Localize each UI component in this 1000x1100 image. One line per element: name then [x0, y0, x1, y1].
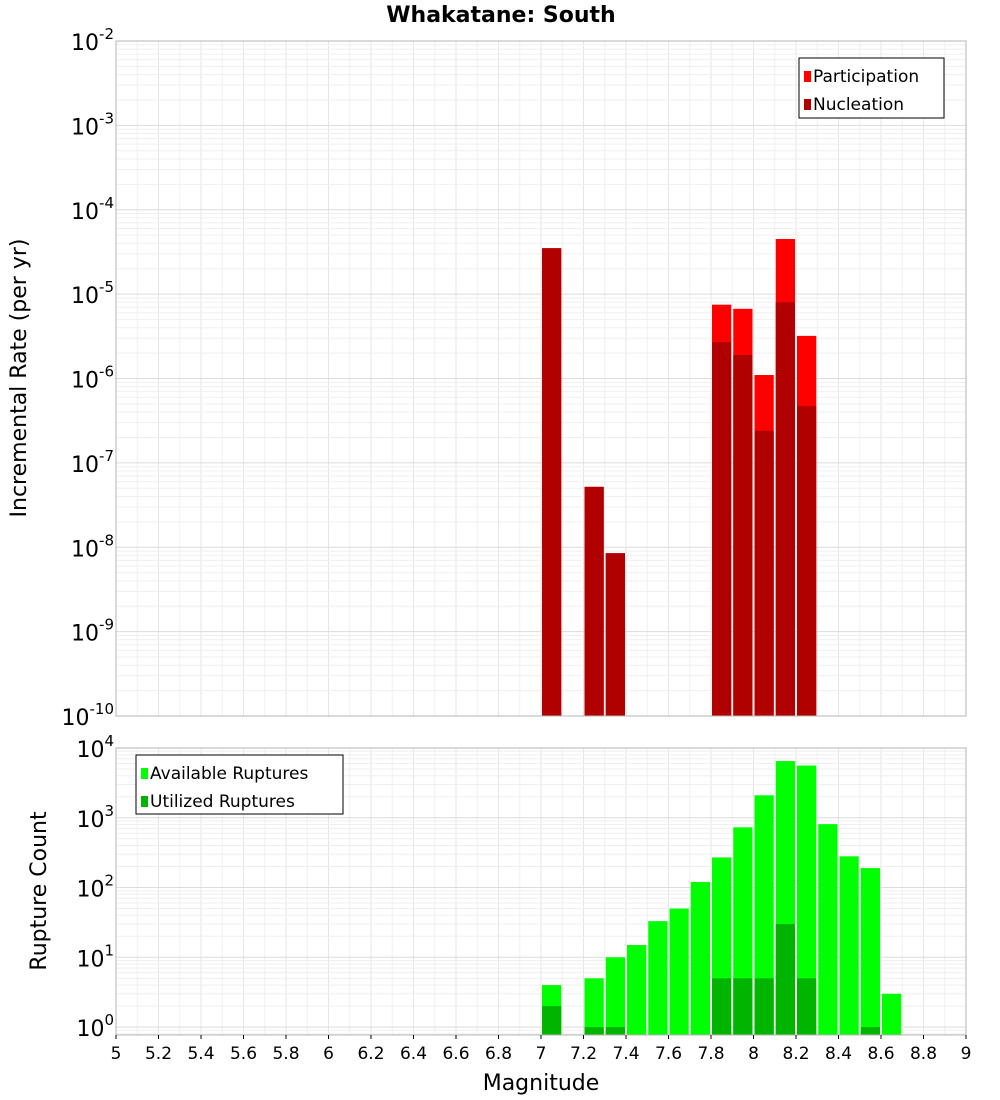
count-y-tick-label: 100 — [76, 1011, 114, 1042]
count-bar-b — [712, 978, 732, 1035]
rate-y-tick-label: 10-5 — [71, 278, 114, 309]
rate-gridlines — [116, 40, 966, 717]
rate-plot-frame — [115, 40, 967, 717]
x-axis-label: Magnitude — [483, 1071, 600, 1096]
count-bar-a — [754, 795, 774, 1035]
count-legend-label: Available Ruptures — [150, 764, 308, 784]
chart-title: Whakatane: South — [386, 3, 615, 28]
count-legend-box — [135, 754, 344, 815]
x-tick-label: 7 — [536, 1044, 547, 1064]
rate-legend: Participation Nucleation — [798, 57, 945, 119]
rate-bar-b — [754, 430, 774, 716]
count-y-tick-label: 103 — [76, 802, 114, 833]
count-legend-swatch — [141, 796, 148, 807]
rate-y-tick-label: 10-8 — [71, 531, 114, 562]
count-y-tick-label: 104 — [76, 732, 114, 763]
count-bar-a — [584, 978, 604, 1035]
x-tick-label: 6.2 — [357, 1044, 384, 1064]
count-legend: Available Ruptures Utilized Ruptures — [135, 754, 344, 815]
count-bar-b — [542, 1006, 562, 1035]
rate-legend-swatch — [804, 99, 811, 110]
count-legend-label: Utilized Ruptures — [150, 792, 295, 812]
rate-y-ticks: 10-2 10-3 10-4 10-5 10-6 10-7 10-8 10-9 10-10 — [62, 25, 115, 731]
count-bar-b — [733, 978, 753, 1035]
x-tick-label: 5 — [111, 1044, 122, 1064]
x-tick-label: 8.2 — [782, 1044, 809, 1064]
count-bar-a — [648, 921, 668, 1035]
count-bar-a — [669, 908, 689, 1035]
x-tick-label: 5.8 — [272, 1044, 299, 1064]
count-bar-b — [860, 1027, 880, 1035]
rate-bar-b — [712, 342, 732, 716]
rate-y-tick-label: 10-4 — [71, 194, 114, 225]
x-tick-label: 6.4 — [400, 1044, 427, 1064]
x-tick-label: 8.4 — [825, 1044, 852, 1064]
rate-y-tick-label: 10-2 — [71, 25, 114, 56]
x-tick-label: 5.2 — [145, 1044, 172, 1064]
count-bar-a — [627, 945, 647, 1035]
count-bars — [542, 761, 902, 1035]
count-bar-a — [605, 957, 625, 1035]
count-y-tick-label: 101 — [76, 941, 114, 972]
rate-bar-b — [775, 302, 795, 716]
rate-bar-b — [733, 354, 753, 716]
count-bar-b — [584, 1027, 604, 1035]
rate-bar-b — [542, 248, 562, 717]
x-ticks: 5 5.2 5.4 5.6 5.8 6 6.2 6.4 6.6 6.8 7 7.2 7.4 7.6 7.8 8… — [111, 1035, 972, 1064]
x-tick-label: 6.6 — [442, 1044, 469, 1064]
rate-bar-b — [584, 486, 604, 716]
count-bar-a — [818, 824, 838, 1035]
count-y-tick-label: 102 — [76, 872, 114, 903]
x-tick-label: 5.6 — [230, 1044, 257, 1064]
rate-bar-b — [605, 553, 625, 716]
count-y-axis-label: Rupture Count — [27, 811, 52, 971]
rate-y-tick-label: 10-3 — [71, 109, 114, 140]
count-bar-a — [882, 993, 902, 1035]
rate-legend-swatch — [804, 71, 811, 82]
x-tick-label: 7.8 — [697, 1044, 724, 1064]
x-tick-label: 6.8 — [485, 1044, 512, 1064]
count-panel: 104 103 102 101 100 5 5.2 5.4 5.6 5.8 6 6.2 6.4 6.6 6… — [27, 732, 971, 1096]
count-bar-a — [690, 882, 710, 1035]
count-legend-swatch — [141, 768, 148, 779]
rate-legend-label: Participation — [813, 67, 919, 87]
rate-y-tick-label: 10-9 — [71, 616, 114, 647]
rate-y-tick-label: 10-6 — [71, 363, 114, 394]
x-tick-label: 6 — [323, 1044, 334, 1064]
rate-bars — [542, 239, 817, 717]
count-bar-b — [754, 978, 774, 1035]
rate-legend-label: Nucleation — [813, 95, 904, 115]
count-bar-b — [775, 924, 795, 1035]
x-tick-label: 9 — [961, 1044, 972, 1064]
rate-y-tick-label: 10-7 — [71, 447, 114, 478]
rate-bar-b — [797, 406, 817, 716]
x-tick-label: 8.6 — [867, 1044, 894, 1064]
rate-legend-box — [798, 57, 945, 119]
x-tick-label: 5.4 — [187, 1044, 214, 1064]
count-bar-b — [797, 978, 817, 1035]
count-bar-a — [839, 856, 859, 1035]
rate-y-axis-label: Incremental Rate (per yr) — [7, 239, 32, 518]
x-tick-label: 8 — [748, 1044, 759, 1064]
count-bar-a — [797, 765, 817, 1035]
rate-panel: 10-2 10-3 10-4 10-5 10-6 10-7 10-8 10-9 10-10 In… — [7, 25, 967, 731]
count-bar-a — [860, 868, 880, 1035]
rate-y-tick-label: 10-10 — [62, 700, 115, 731]
x-tick-label: 7.6 — [655, 1044, 682, 1064]
count-y-ticks: 104 103 102 101 100 — [76, 732, 114, 1042]
x-tick-label: 7.2 — [570, 1044, 597, 1064]
x-tick-label: 7.4 — [612, 1044, 639, 1064]
count-bar-b — [605, 1027, 625, 1035]
x-tick-label: 8.8 — [910, 1044, 937, 1064]
